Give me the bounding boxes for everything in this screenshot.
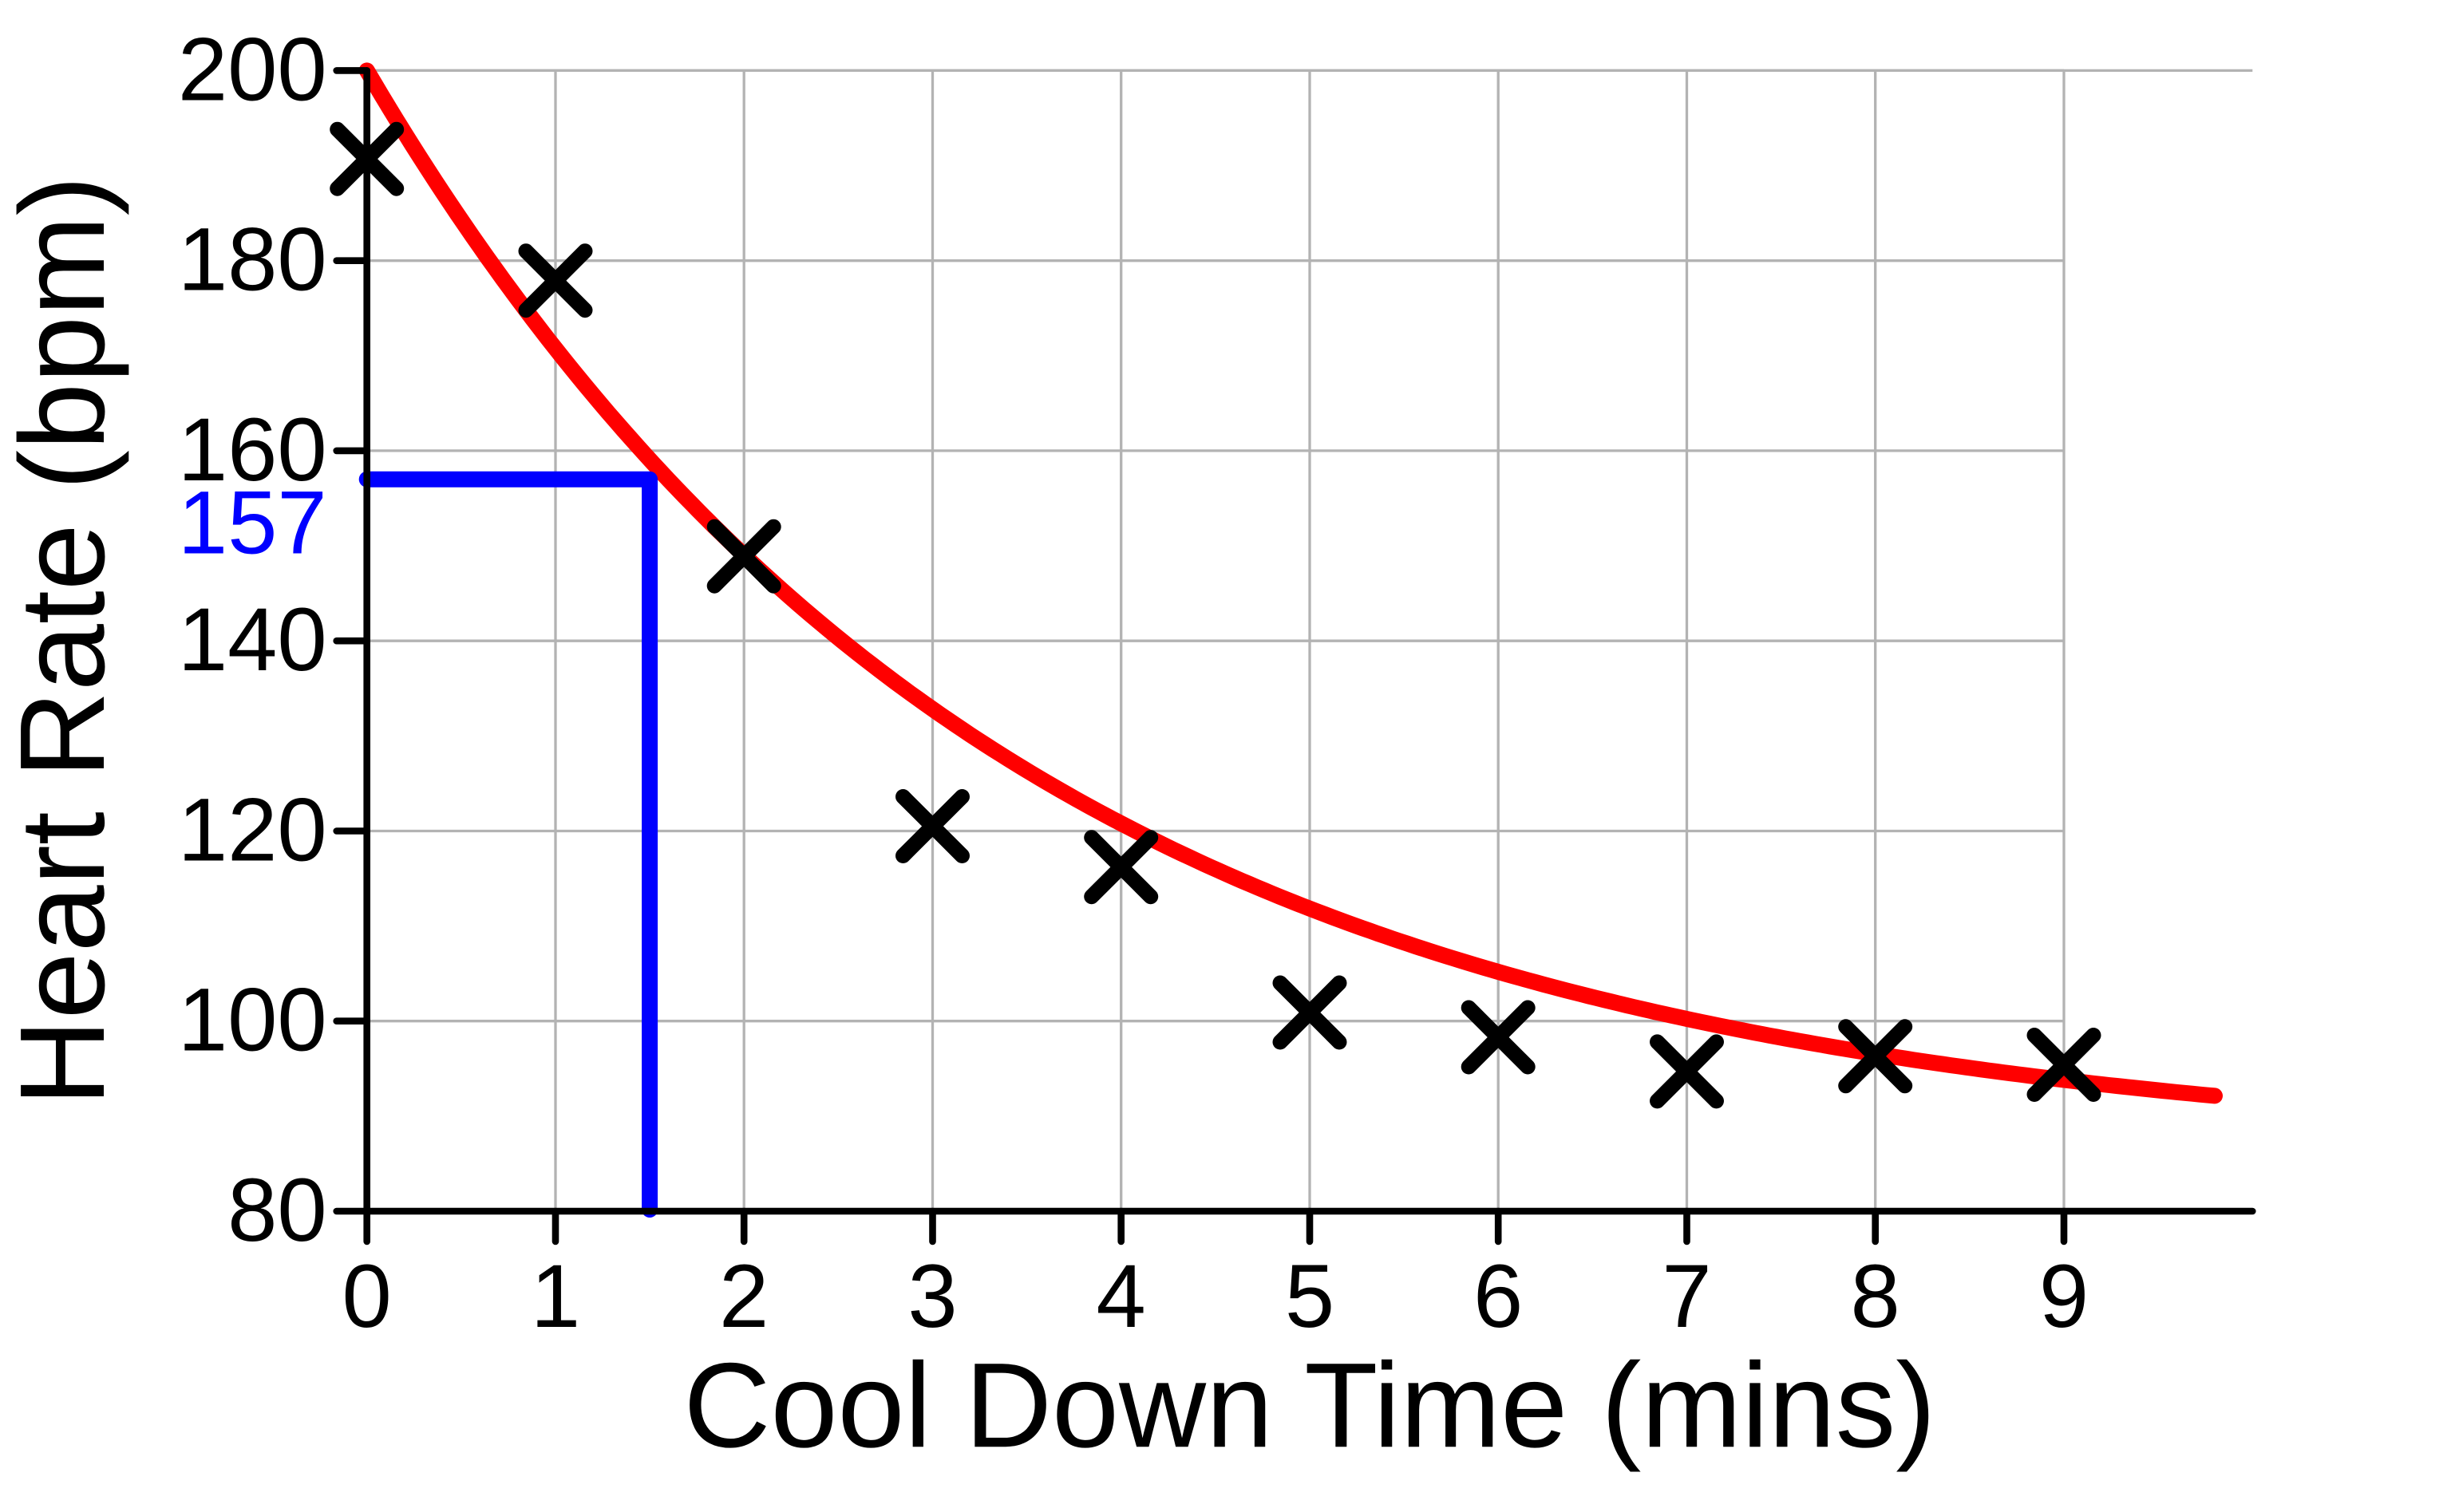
svg-text:180: 180 bbox=[178, 210, 327, 310]
svg-text:0: 0 bbox=[342, 1246, 392, 1346]
svg-text:120: 120 bbox=[178, 780, 327, 879]
svg-text:Heart Rate (bpm): Heart Rate (bpm) bbox=[0, 176, 129, 1106]
svg-text:157: 157 bbox=[178, 473, 327, 573]
svg-text:7: 7 bbox=[1662, 1246, 1711, 1346]
svg-text:4: 4 bbox=[1097, 1246, 1146, 1346]
svg-text:140: 140 bbox=[178, 590, 327, 689]
svg-text:100: 100 bbox=[178, 970, 327, 1070]
svg-text:3: 3 bbox=[907, 1246, 957, 1346]
svg-text:2: 2 bbox=[719, 1246, 769, 1346]
svg-text:80: 80 bbox=[227, 1160, 327, 1260]
svg-text:Cool Down Time (mins): Cool Down Time (mins) bbox=[683, 1337, 1935, 1472]
svg-text:6: 6 bbox=[1473, 1246, 1523, 1346]
svg-text:1: 1 bbox=[531, 1246, 580, 1346]
svg-text:8: 8 bbox=[1851, 1246, 1900, 1346]
svg-text:200: 200 bbox=[178, 19, 327, 119]
svg-text:5: 5 bbox=[1285, 1246, 1334, 1346]
svg-text:9: 9 bbox=[2039, 1246, 2089, 1346]
